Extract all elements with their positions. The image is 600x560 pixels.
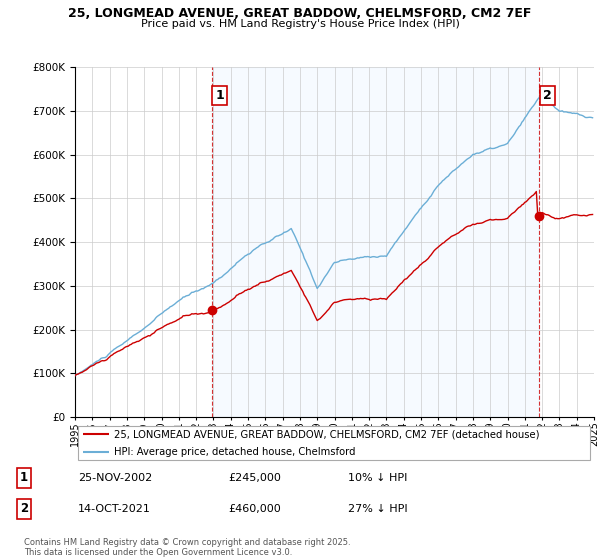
Text: £460,000: £460,000 bbox=[228, 504, 281, 514]
Text: 2: 2 bbox=[20, 502, 28, 515]
Text: 1: 1 bbox=[215, 88, 224, 102]
Text: 1: 1 bbox=[20, 471, 28, 484]
Text: Contains HM Land Registry data © Crown copyright and database right 2025.
This d: Contains HM Land Registry data © Crown c… bbox=[24, 538, 350, 557]
Text: £245,000: £245,000 bbox=[228, 473, 281, 483]
Bar bbox=[212, 67, 539, 417]
Text: 25, LONGMEAD AVENUE, GREAT BADDOW, CHELMSFORD, CM2 7EF: 25, LONGMEAD AVENUE, GREAT BADDOW, CHELM… bbox=[68, 7, 532, 20]
Text: 25-NOV-2002: 25-NOV-2002 bbox=[78, 473, 152, 483]
Text: 14-OCT-2021: 14-OCT-2021 bbox=[78, 504, 151, 514]
Text: 27% ↓ HPI: 27% ↓ HPI bbox=[348, 504, 407, 514]
Text: Price paid vs. HM Land Registry's House Price Index (HPI): Price paid vs. HM Land Registry's House … bbox=[140, 19, 460, 29]
Text: HPI: Average price, detached house, Chelmsford: HPI: Average price, detached house, Chel… bbox=[114, 447, 355, 457]
FancyBboxPatch shape bbox=[77, 426, 590, 460]
Text: 25, LONGMEAD AVENUE, GREAT BADDOW, CHELMSFORD, CM2 7EF (detached house): 25, LONGMEAD AVENUE, GREAT BADDOW, CHELM… bbox=[114, 429, 539, 439]
Text: 10% ↓ HPI: 10% ↓ HPI bbox=[348, 473, 407, 483]
Text: 2: 2 bbox=[542, 88, 551, 102]
